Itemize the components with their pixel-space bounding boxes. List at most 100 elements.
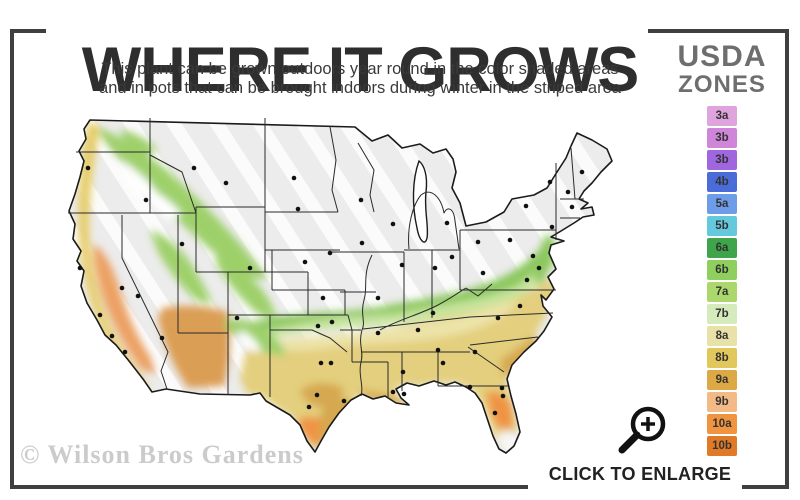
city-dot — [122, 349, 128, 355]
us-outline — [68, 119, 613, 454]
city-dot — [523, 203, 529, 209]
city-dot — [291, 175, 297, 181]
legend-zone-9a: 9a — [707, 370, 737, 390]
legend-zone-7a: 7a — [707, 282, 737, 302]
usda-zones-legend: USDA ZONES 3a 3b 3b 4b 5a 5b 6a 6b 7a 7b… — [652, 42, 792, 458]
frame-bottom-right — [742, 485, 789, 489]
city-dot — [507, 237, 513, 243]
click-to-enlarge-button[interactable]: CLICK TO ENLARGE — [535, 400, 745, 485]
region-mtn-white2 — [120, 160, 158, 196]
city-dot — [579, 169, 585, 175]
region-orange-stx — [298, 416, 322, 446]
city-dot — [341, 398, 347, 404]
region-orange-fl — [486, 391, 513, 430]
city-dot — [77, 265, 83, 271]
city-dot — [499, 385, 505, 391]
city-dot — [401, 391, 407, 397]
legend-zone-10b: 10b — [707, 436, 737, 456]
region-pale-yellow — [250, 298, 520, 351]
legend-zone-5b: 5b — [707, 216, 737, 236]
city-dot — [375, 295, 381, 301]
city-dot — [390, 389, 396, 395]
city-dot — [143, 197, 149, 203]
region-mtn-white3 — [239, 330, 262, 352]
region-nw-green-band — [95, 126, 268, 279]
city-dot — [359, 240, 365, 246]
legend-zone-4b: 4b — [707, 172, 737, 192]
city-dot — [536, 265, 542, 271]
subtitle-line2: and in pots that can be brought indoors … — [99, 79, 621, 97]
city-dot — [320, 295, 326, 301]
city-dot — [517, 303, 523, 309]
city-dot — [444, 220, 450, 226]
city-dot — [549, 224, 555, 230]
city-dot — [314, 392, 320, 398]
legend-zone-10a: 10a — [707, 414, 737, 434]
region-nw-green-patch3 — [225, 319, 286, 356]
city-dot — [524, 277, 530, 283]
city-dot — [315, 323, 321, 329]
legend-zone-7b: 7b — [707, 304, 737, 324]
frame-bottom-left — [10, 485, 528, 489]
frame-top-right — [648, 29, 789, 33]
city-dot — [375, 330, 381, 336]
region-desert-tan — [158, 305, 231, 388]
city-dot — [109, 333, 115, 339]
click-to-enlarge-label: CLICK TO ENLARGE — [548, 464, 732, 484]
city-dot — [159, 335, 165, 341]
city-dot — [329, 319, 335, 325]
city-dot — [358, 197, 364, 203]
city-dot — [430, 310, 436, 316]
city-dot — [191, 165, 197, 171]
city-dot — [467, 384, 473, 390]
city-dot — [569, 204, 575, 210]
city-dot — [415, 327, 421, 333]
city-dot — [318, 360, 324, 366]
city-dot — [327, 250, 333, 256]
city-dot — [440, 360, 446, 366]
region-coast-gold-ctx — [300, 383, 344, 408]
legend-title-zones: ZONES — [678, 71, 766, 98]
city-dot — [328, 360, 334, 366]
legend-zone-9b: 9b — [707, 392, 737, 412]
city-dot — [547, 179, 553, 185]
city-dot — [495, 315, 501, 321]
city-dot — [302, 259, 308, 265]
legend-title-usda: USDA — [677, 40, 767, 73]
city-dot — [295, 206, 301, 212]
subtitle: This plant can be grown outdoors year ro… — [30, 60, 690, 98]
region-nw-green-patch2 — [215, 255, 276, 318]
region-nw-green-patch4 — [120, 130, 158, 156]
watermark: © Wilson Bros Gardens — [20, 440, 304, 469]
city-dot — [234, 315, 240, 321]
region-valley-orange — [93, 244, 156, 374]
legend-zone-3b2: 3b — [707, 150, 737, 170]
legend-zone-6b: 6b — [707, 260, 737, 280]
city-dot — [85, 165, 91, 171]
city-dot — [449, 254, 455, 260]
city-dot — [119, 285, 125, 291]
state-borders — [68, 118, 584, 398]
city-dot — [500, 393, 506, 399]
legend-zone-3b: 3b — [707, 128, 737, 148]
region-green-njcoast — [534, 235, 554, 286]
frame-left — [10, 29, 14, 489]
city-dot — [480, 270, 486, 276]
subtitle-line1: This plant can be grown outdoors year ro… — [101, 60, 619, 78]
city-dot — [390, 221, 396, 227]
city-dot — [97, 312, 103, 318]
city-dot — [472, 349, 478, 355]
city-dot — [399, 262, 405, 268]
city-dot — [565, 189, 571, 195]
city-dots — [77, 165, 585, 416]
region-nw-green-patch1 — [150, 230, 212, 304]
legend-zone-8a: 8a — [707, 326, 737, 346]
city-dot — [247, 265, 253, 271]
city-dot — [135, 293, 141, 299]
lake-michigan — [412, 159, 429, 243]
legend-zone-6a: 6a — [707, 238, 737, 258]
magnifier-zoom-in-icon — [618, 406, 666, 454]
city-dot — [223, 180, 229, 186]
legend-zone-3a: 3a — [707, 106, 737, 126]
